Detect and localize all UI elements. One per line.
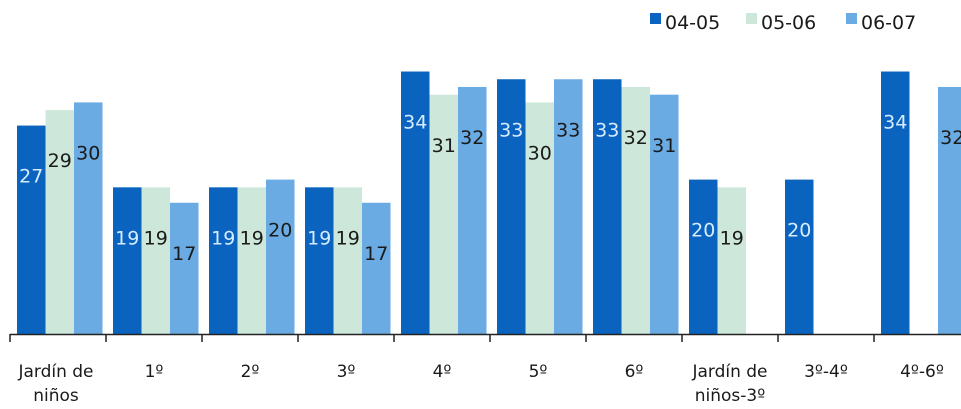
x-tick-label: 5º bbox=[529, 362, 548, 382]
x-tick-label: 4º-6º bbox=[900, 362, 944, 382]
data-label: 33 bbox=[556, 119, 580, 141]
bar-05-06-4 bbox=[429, 94, 458, 335]
bar-06-07-3 bbox=[362, 202, 391, 334]
data-label: 30 bbox=[76, 143, 100, 165]
data-label: 20 bbox=[691, 220, 715, 242]
x-tick-label: 3º bbox=[337, 362, 356, 382]
bars-layer bbox=[17, 71, 961, 335]
bar-04-05-1 bbox=[113, 187, 142, 334]
bar-06-07-4 bbox=[458, 86, 487, 335]
data-label: 19 bbox=[240, 227, 264, 249]
data-label: 32 bbox=[624, 127, 648, 149]
data-label: 19 bbox=[211, 227, 235, 249]
data-label: 34 bbox=[403, 112, 427, 134]
bar-05-06-7 bbox=[717, 187, 746, 334]
bar-06-07-0 bbox=[74, 102, 103, 335]
x-tick-label: 2º bbox=[241, 362, 260, 382]
data-label: 19 bbox=[307, 227, 331, 249]
data-label: 20 bbox=[787, 220, 811, 242]
data-label: 17 bbox=[364, 243, 388, 265]
legend-swatch bbox=[846, 13, 857, 24]
bar-06-07-6 bbox=[650, 94, 679, 335]
bar-05-06-1 bbox=[141, 187, 170, 334]
bar-04-05-4 bbox=[401, 71, 430, 335]
x-tick-label: niños-3º bbox=[695, 386, 766, 405]
legend: 04-05 05-06 06-07 bbox=[650, 12, 916, 34]
bar-05-06-2 bbox=[237, 187, 266, 334]
x-tick-label: Jardín de bbox=[691, 362, 767, 382]
data-label: 31 bbox=[432, 135, 456, 157]
data-label: 17 bbox=[172, 243, 196, 265]
x-tick-label: 3º-4º bbox=[804, 362, 848, 382]
data-label: 33 bbox=[499, 119, 523, 141]
data-label: 19 bbox=[720, 227, 744, 249]
x-axis: Jardín de niños 1º 2º 3º 4º 5º 6º Jardín de niños… bbox=[9, 333, 961, 406]
legend-label: 06-07 bbox=[861, 12, 916, 34]
x-tick-label: 6º bbox=[625, 362, 644, 382]
x-tick-label: niños bbox=[33, 386, 79, 405]
legend-label: 05-06 bbox=[761, 12, 816, 34]
bar-04-05-7 bbox=[689, 179, 718, 334]
data-label: 31 bbox=[652, 135, 676, 157]
data-label: 19 bbox=[336, 227, 360, 249]
bar-04-05-3 bbox=[305, 187, 334, 334]
bar-04-05-6 bbox=[593, 79, 622, 335]
x-tick-label: Jardín de bbox=[17, 362, 93, 382]
bar-05-06-0 bbox=[45, 110, 74, 335]
data-label: 19 bbox=[115, 227, 139, 249]
bar-04-05-5 bbox=[497, 79, 526, 335]
bar-06-07-9 bbox=[938, 86, 961, 335]
data-label: 33 bbox=[595, 119, 619, 141]
bar-04-05-9 bbox=[881, 71, 910, 335]
bar-06-07-5 bbox=[554, 79, 583, 335]
data-label: 34 bbox=[883, 112, 907, 134]
legend-swatch bbox=[650, 13, 661, 24]
bar-04-05-2 bbox=[209, 187, 238, 334]
bar-06-07-1 bbox=[170, 202, 199, 334]
legend-label: 04-05 bbox=[665, 12, 720, 34]
bar-05-06-3 bbox=[333, 187, 362, 334]
bar-04-05-8 bbox=[785, 179, 814, 334]
data-label: 19 bbox=[144, 227, 168, 249]
x-tick-label: 1º bbox=[145, 362, 164, 382]
x-tick-label: 4º bbox=[433, 362, 452, 382]
data-label: 32 bbox=[460, 127, 484, 149]
data-label: 30 bbox=[528, 143, 552, 165]
bar-06-07-2 bbox=[266, 179, 295, 334]
bar-04-05-0 bbox=[17, 125, 46, 334]
legend-swatch bbox=[746, 13, 757, 24]
bar-05-06-6 bbox=[621, 86, 650, 335]
bar-05-06-5 bbox=[525, 102, 554, 335]
data-label: 20 bbox=[268, 220, 292, 242]
data-label: 27 bbox=[19, 166, 43, 188]
data-label: 32 bbox=[940, 127, 961, 149]
data-label: 29 bbox=[48, 150, 72, 172]
